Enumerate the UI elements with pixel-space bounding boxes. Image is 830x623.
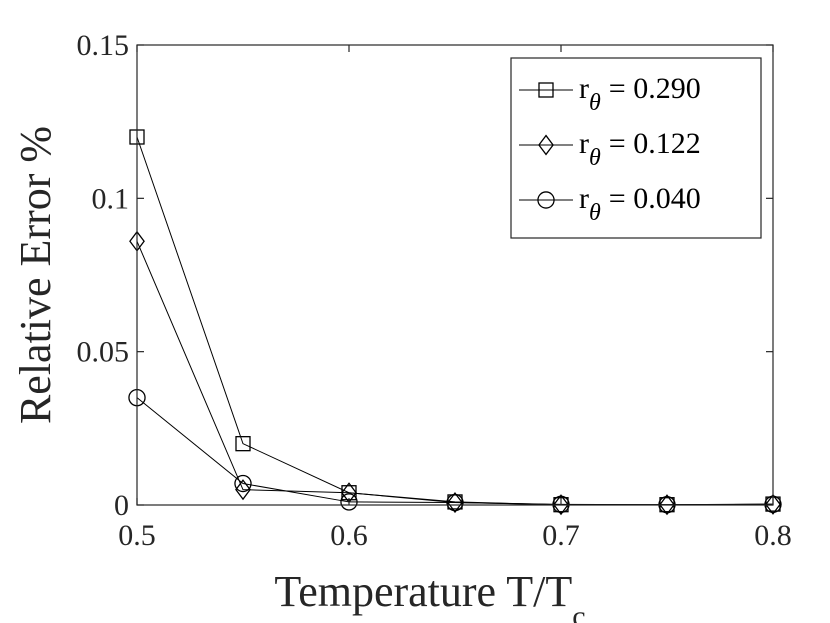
legend-label-value: = 0.122	[609, 127, 701, 160]
x-tick-label: 0.7	[542, 519, 580, 552]
y-tick-label: 0.15	[77, 29, 130, 62]
data-point-diamond	[765, 493, 781, 515]
legend-label-value: = 0.290	[609, 72, 701, 105]
legend-label-prefix: r	[579, 182, 589, 215]
legend-label: rθ = 0.122	[579, 127, 701, 171]
legend-label-subscript: θ	[589, 200, 601, 226]
y-tick-label: 0.05	[77, 336, 130, 369]
axes-layer: 0.5 0.6 0.7 0.8 0 0.05 0.1 0.15	[77, 29, 792, 552]
legend-marker-circle	[537, 191, 555, 209]
data-point-diamond	[659, 494, 675, 516]
legend-entry: rθ = 0.122	[519, 127, 701, 171]
y-tick-label: 0.1	[92, 182, 130, 215]
legend-label-subscript: θ	[589, 145, 601, 171]
legend-label-value: = 0.040	[609, 182, 701, 215]
legend-marker-square	[538, 82, 554, 98]
legend-label: rθ = 0.040	[579, 182, 701, 226]
legend-label-prefix: r	[579, 127, 589, 160]
legend-marker-diamond	[538, 134, 554, 156]
legend-label-prefix: r	[579, 72, 589, 105]
data-point-square	[235, 436, 251, 452]
data-point-circle	[234, 474, 252, 493]
data-point-diamond	[553, 494, 569, 516]
data-point-diamond	[235, 479, 251, 501]
axis-titles: Temperature T/Tc Relative Error %	[11, 126, 586, 623]
y-tick-label: 0	[114, 489, 129, 522]
x-axis-title-subscript: c	[572, 600, 585, 623]
legend-label-subscript: θ	[589, 90, 601, 116]
data-point-circle	[552, 495, 570, 514]
x-axis-title-main: Temperature T/T	[274, 567, 572, 616]
data-point-circle	[340, 493, 358, 511]
x-tick-label: 0.6	[330, 519, 368, 552]
legend-label: rθ = 0.290	[579, 72, 701, 116]
data-point-diamond	[447, 492, 463, 514]
axes-box	[136, 44, 774, 506]
legend-entry: rθ = 0.040	[519, 182, 701, 226]
x-tick-label: 0.5	[118, 519, 156, 552]
legend-entry: rθ = 0.290	[519, 72, 701, 116]
x-tick-label: 0.8	[754, 519, 792, 552]
y-axis-title: Relative Error %	[11, 126, 60, 424]
data-point-circle	[446, 493, 464, 512]
x-axis-title: Temperature T/Tc	[274, 567, 585, 623]
